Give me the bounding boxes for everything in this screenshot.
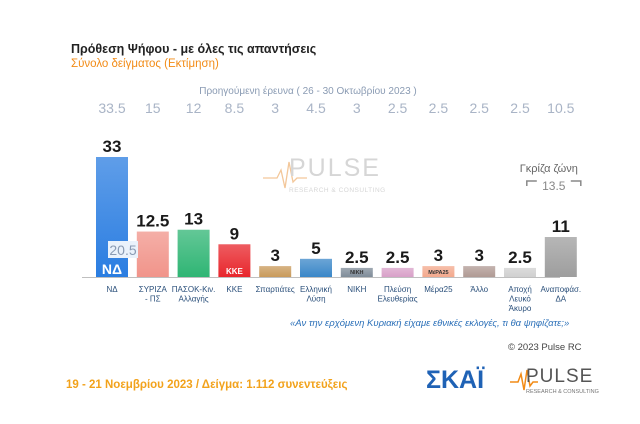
pulse-watermark: PULSE RESEARCH & CONSULTING bbox=[263, 154, 386, 194]
bar bbox=[544, 237, 577, 277]
previous-value: 2.5 bbox=[510, 100, 530, 116]
category-label: ΣΥΡΙΖΑ bbox=[139, 285, 168, 294]
survey-question: «Αν την ερχόμενη Κυριακή είχαμε εθνικές … bbox=[290, 318, 570, 329]
category-label: Ελληνική bbox=[300, 285, 332, 294]
category-label: Πλεύση bbox=[384, 285, 411, 294]
bar-value-label: 3 bbox=[434, 246, 443, 265]
previous-value: 3 bbox=[353, 100, 361, 116]
bar-value-label: 2.5 bbox=[386, 248, 410, 267]
party-logo-text: ΜέΡΑ25 bbox=[428, 270, 448, 276]
category-label: Λευκό bbox=[509, 295, 531, 304]
gray-zone-value: 13.5 bbox=[542, 179, 566, 193]
bar bbox=[422, 266, 455, 277]
nd-secondary-box bbox=[108, 241, 138, 258]
previous-value: 4.5 bbox=[306, 100, 326, 116]
pulse-logo-text: PULSE bbox=[526, 366, 593, 387]
previous-value: 12 bbox=[186, 100, 202, 116]
heartbeat-icon bbox=[263, 161, 307, 189]
previous-value: 3 bbox=[271, 100, 279, 116]
category-label: ΔΑ bbox=[555, 295, 566, 304]
bar bbox=[136, 231, 169, 277]
bar-value-label: 33 bbox=[103, 137, 122, 156]
bar bbox=[300, 258, 332, 277]
bar bbox=[381, 267, 414, 277]
party-logo-text: ΝΙΚΗ bbox=[350, 270, 363, 276]
category-label: Σπαρτιάτες bbox=[256, 285, 295, 294]
bar-value-label: 2.5 bbox=[345, 248, 369, 267]
category-label: - ΠΣ bbox=[145, 295, 161, 304]
category-label: Ελευθερίας bbox=[378, 295, 418, 304]
previous-value: 10.5 bbox=[547, 100, 574, 116]
nd-secondary-value: 20.5 bbox=[109, 242, 136, 258]
category-label: ΝΙΚΗ bbox=[347, 285, 366, 294]
category-label: Άλλο bbox=[470, 285, 488, 294]
chart-title: Πρόθεση Ψήφου - με όλες τις απαντήσεις bbox=[71, 42, 317, 56]
watermark-brand: PULSE bbox=[289, 154, 381, 182]
category-label: ΝΔ bbox=[106, 285, 118, 294]
category-label: Αλλαγής bbox=[179, 295, 209, 304]
bar bbox=[177, 229, 210, 277]
previous-value: 15 bbox=[145, 100, 161, 116]
bar-value-label: 3 bbox=[270, 246, 279, 265]
survey-footer: 19 - 21 Νοεμβρίου 2023 / Δείγμα: 1.112 σ… bbox=[66, 379, 348, 391]
bar bbox=[463, 266, 496, 277]
pulse-logo-tagline: RESEARCH & CONSULTING bbox=[526, 389, 599, 395]
previous-value: 8.5 bbox=[225, 100, 245, 116]
party-logo-text: ΚΚΕ bbox=[226, 267, 244, 276]
previous-value: 2.5 bbox=[388, 100, 408, 116]
category-label: Μέρα25 bbox=[424, 285, 453, 294]
category-label: Αποχή bbox=[508, 285, 532, 294]
bar-value-label: 13 bbox=[184, 210, 203, 229]
bar-value-label: 5 bbox=[311, 239, 320, 258]
bar-value-label: 12.5 bbox=[136, 212, 169, 231]
gray-zone-bracket bbox=[526, 180, 582, 186]
bar bbox=[218, 244, 251, 277]
category-label: Αναποφάσ. bbox=[540, 285, 581, 294]
bar bbox=[259, 266, 292, 277]
previous-value: 2.5 bbox=[429, 100, 449, 116]
bar bbox=[504, 267, 536, 277]
previous-survey-caption: Προηγούμενη έρευνα ( 26 - 30 Οκτωβρίου 2… bbox=[199, 86, 417, 97]
bar-value-label: 2.5 bbox=[508, 248, 532, 267]
category-label: Λύση bbox=[306, 295, 325, 304]
gray-zone-label: Γκρίζα ζώνη bbox=[520, 163, 578, 175]
previous-value: 2.5 bbox=[469, 100, 489, 116]
pulse-logo: PULSE RESEARCH & CONSULTING bbox=[510, 366, 599, 395]
heartbeat-icon bbox=[510, 369, 538, 391]
bar-value-label: 3 bbox=[474, 246, 483, 265]
bar bbox=[96, 157, 128, 277]
watermark-tagline: RESEARCH & CONSULTING bbox=[289, 187, 386, 194]
skai-logo: ΣΚΑΪ bbox=[426, 366, 485, 394]
category-label: ΠΑΣΟΚ-Κιν. bbox=[172, 285, 216, 294]
bar bbox=[340, 267, 373, 277]
party-logo-text: ΝΔ bbox=[102, 261, 122, 277]
category-label: Άκυρο bbox=[509, 304, 532, 313]
bar-value-label: 11 bbox=[552, 217, 570, 236]
copyright: © 2023 Pulse RC bbox=[508, 342, 582, 353]
bar-value-label: 9 bbox=[230, 224, 239, 243]
previous-value: 33.5 bbox=[98, 100, 125, 116]
category-label: ΚΚΕ bbox=[226, 285, 242, 294]
chart-subtitle: Σύνολο δείγματος (Εκτίμηση) bbox=[71, 58, 219, 70]
skai-logo-text: ΣΚΑΪ bbox=[426, 366, 485, 394]
